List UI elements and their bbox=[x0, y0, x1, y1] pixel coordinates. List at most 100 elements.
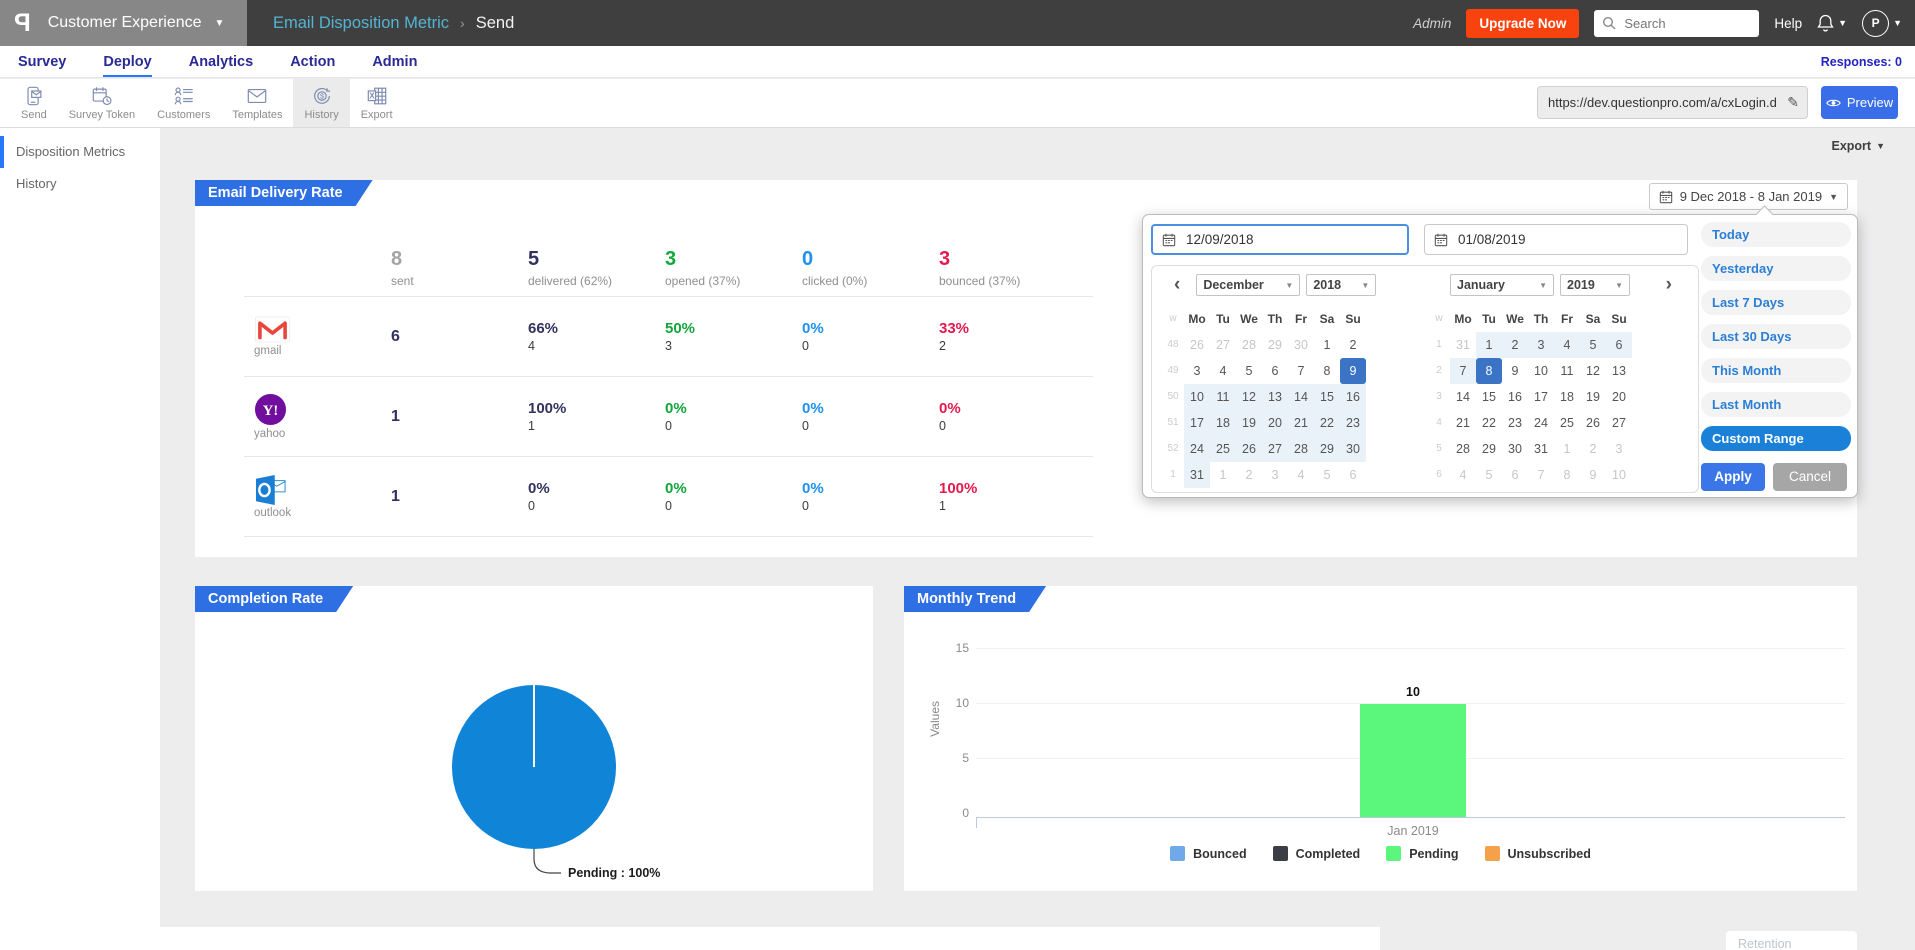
day-cell[interactable]: 3 bbox=[1528, 332, 1554, 358]
day-cell[interactable]: 1 bbox=[1323, 338, 1331, 352]
nav-item-admin[interactable]: Admin bbox=[372, 53, 418, 70]
day-cell[interactable]: 6 bbox=[1511, 468, 1519, 482]
survey-url-input[interactable] bbox=[1546, 94, 1783, 111]
day-cell[interactable]: 11 bbox=[1210, 384, 1236, 410]
sidebar-item-disposition-metrics[interactable]: Disposition Metrics bbox=[0, 136, 160, 168]
day-cell[interactable]: 10 bbox=[1612, 468, 1626, 482]
day-cell[interactable]: 1 bbox=[1563, 442, 1571, 456]
preview-button[interactable]: Preview bbox=[1821, 86, 1898, 119]
responses-count[interactable]: Responses: 0 bbox=[1820, 54, 1902, 69]
day-cell[interactable]: 10 bbox=[1534, 364, 1548, 378]
day-cell[interactable]: 3 bbox=[1271, 468, 1279, 482]
day-cell[interactable]: 7 bbox=[1450, 358, 1476, 384]
toolbar-survey-token-button[interactable]: Survey Token bbox=[58, 79, 146, 127]
day-cell[interactable]: 1 bbox=[1476, 332, 1502, 358]
day-cell[interactable]: 5 bbox=[1245, 364, 1253, 378]
day-cell[interactable]: 19 bbox=[1586, 390, 1600, 404]
day-cell[interactable]: 26 bbox=[1586, 416, 1600, 430]
quick-last-month-button[interactable]: Last Month bbox=[1701, 392, 1851, 417]
day-cell[interactable]: 20 bbox=[1612, 390, 1626, 404]
toolbar-export-button[interactable]: X Export bbox=[350, 79, 404, 127]
day-cell[interactable]: 8 bbox=[1476, 358, 1502, 384]
day-cell[interactable]: 5 bbox=[1580, 332, 1606, 358]
toolbar-templates-button[interactable]: Templates bbox=[221, 79, 293, 127]
day-cell[interactable]: 28 bbox=[1456, 442, 1470, 456]
day-cell[interactable]: 19 bbox=[1236, 410, 1262, 436]
day-cell[interactable]: 17 bbox=[1534, 390, 1548, 404]
search-input[interactable] bbox=[1622, 14, 1752, 32]
day-cell[interactable]: 6 bbox=[1271, 364, 1279, 378]
day-cell[interactable]: 23 bbox=[1340, 410, 1366, 436]
day-cell[interactable]: 22 bbox=[1482, 416, 1496, 430]
day-cell[interactable]: 24 bbox=[1184, 436, 1210, 462]
day-cell[interactable]: 25 bbox=[1560, 416, 1574, 430]
toolbar-send-button[interactable]: Send bbox=[10, 79, 58, 127]
quick-yesterday-button[interactable]: Yesterday bbox=[1701, 256, 1851, 281]
day-cell[interactable]: 27 bbox=[1262, 436, 1288, 462]
day-cell[interactable]: 18 bbox=[1210, 410, 1236, 436]
quick-this-month-button[interactable]: This Month bbox=[1701, 358, 1851, 383]
day-cell[interactable]: 4 bbox=[1554, 332, 1580, 358]
sidebar-item-history[interactable]: History bbox=[16, 176, 57, 191]
nav-item-action[interactable]: Action bbox=[290, 53, 336, 70]
day-cell[interactable]: 31 bbox=[1534, 442, 1548, 456]
year-select[interactable]: 2019 ▼ bbox=[1560, 274, 1630, 296]
day-cell[interactable]: 29 bbox=[1268, 338, 1282, 352]
day-cell[interactable]: 31 bbox=[1184, 462, 1210, 488]
day-cell[interactable]: 18 bbox=[1560, 390, 1574, 404]
nav-item-survey[interactable]: Survey bbox=[18, 53, 67, 70]
month-select[interactable]: January ▼ bbox=[1450, 274, 1554, 296]
day-cell[interactable]: 2 bbox=[1349, 338, 1357, 352]
quick-today-button[interactable]: Today bbox=[1701, 222, 1851, 247]
edit-pencil-icon[interactable]: ✎ bbox=[1787, 94, 1799, 110]
day-cell[interactable]: 2 bbox=[1589, 442, 1597, 456]
toolbar-customers-button[interactable]: Customers bbox=[146, 79, 221, 127]
calendar-next-icon[interactable]: › bbox=[1665, 274, 1672, 295]
day-cell[interactable]: 3 bbox=[1193, 364, 1201, 378]
day-cell[interactable]: 4 bbox=[1459, 468, 1467, 482]
day-cell[interactable]: 9 bbox=[1511, 364, 1519, 378]
help-link[interactable]: Help bbox=[1774, 15, 1803, 31]
toolbar-history-button[interactable]: $ History bbox=[293, 79, 350, 127]
day-cell[interactable]: 16 bbox=[1508, 390, 1522, 404]
day-cell[interactable]: 16 bbox=[1340, 384, 1366, 410]
day-cell[interactable]: 6 bbox=[1349, 468, 1357, 482]
day-cell[interactable]: 7 bbox=[1537, 468, 1545, 482]
day-cell[interactable]: 30 bbox=[1294, 338, 1308, 352]
day-cell[interactable]: 23 bbox=[1508, 416, 1522, 430]
day-cell[interactable]: 21 bbox=[1456, 416, 1470, 430]
legend-bounced[interactable]: Bounced bbox=[1170, 846, 1247, 861]
day-cell[interactable]: 2 bbox=[1245, 468, 1253, 482]
day-cell[interactable]: 29 bbox=[1314, 436, 1340, 462]
day-cell[interactable]: 8 bbox=[1323, 364, 1331, 378]
day-cell[interactable]: 30 bbox=[1340, 436, 1366, 462]
month-select[interactable]: December ▼ bbox=[1196, 274, 1301, 296]
account-menu[interactable]: P ▼ bbox=[1862, 9, 1902, 37]
breadcrumb-parent[interactable]: Email Disposition Metric bbox=[273, 13, 450, 32]
day-cell[interactable]: 29 bbox=[1482, 442, 1496, 456]
notifications-menu[interactable]: ▼ bbox=[1817, 14, 1847, 33]
day-cell[interactable]: 22 bbox=[1314, 410, 1340, 436]
custom-range-button[interactable]: Custom Range bbox=[1701, 426, 1851, 451]
day-cell[interactable]: 28 bbox=[1288, 436, 1314, 462]
day-cell[interactable]: 27 bbox=[1612, 416, 1626, 430]
day-cell[interactable]: 24 bbox=[1534, 416, 1548, 430]
day-cell[interactable]: 6 bbox=[1606, 332, 1632, 358]
cancel-button[interactable]: Cancel bbox=[1773, 463, 1847, 491]
day-cell[interactable]: 14 bbox=[1288, 384, 1314, 410]
day-cell[interactable]: 7 bbox=[1297, 364, 1305, 378]
workspace-switcher[interactable]: P Customer Experience ▼ bbox=[0, 0, 247, 46]
day-cell[interactable]: 13 bbox=[1262, 384, 1288, 410]
day-cell[interactable]: 26 bbox=[1190, 338, 1204, 352]
day-cell[interactable]: 12 bbox=[1586, 364, 1600, 378]
day-cell[interactable]: 20 bbox=[1262, 410, 1288, 436]
date-range-button[interactable]: 9 Dec 2018 - 8 Jan 2019 ▼ bbox=[1648, 183, 1848, 210]
day-cell[interactable]: 13 bbox=[1612, 364, 1626, 378]
upgrade-now-button[interactable]: Upgrade Now bbox=[1466, 8, 1580, 38]
day-cell[interactable]: 5 bbox=[1323, 468, 1331, 482]
day-cell[interactable]: 30 bbox=[1508, 442, 1522, 456]
day-cell[interactable]: 5 bbox=[1485, 468, 1493, 482]
end-date-input[interactable] bbox=[1456, 231, 1678, 248]
day-cell[interactable]: 9 bbox=[1340, 358, 1366, 384]
day-cell[interactable]: 28 bbox=[1242, 338, 1256, 352]
